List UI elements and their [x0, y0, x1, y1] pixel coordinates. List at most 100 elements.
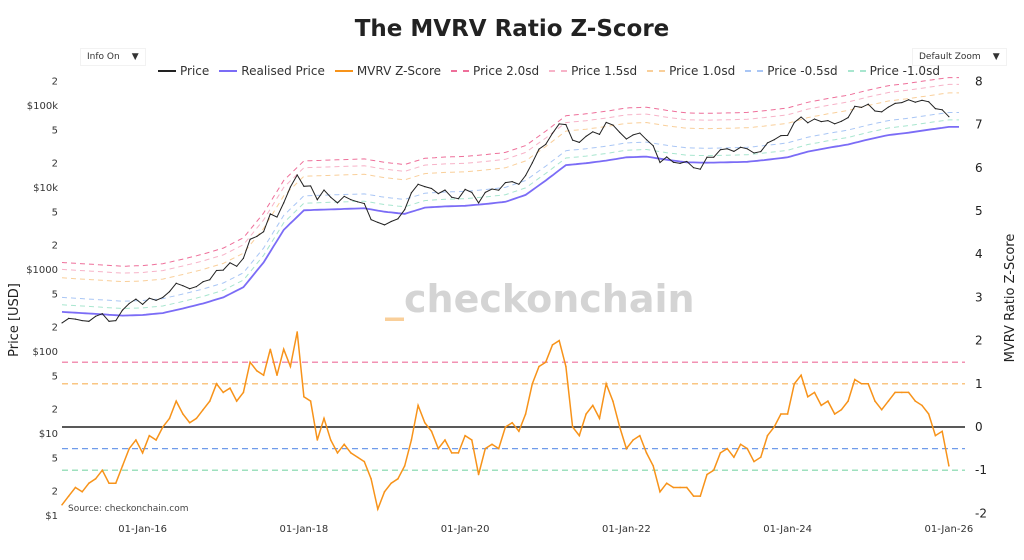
- price-point: [726, 148, 728, 150]
- price-point: [860, 106, 863, 109]
- price-point: [68, 317, 70, 319]
- x-tick: 01-Jan-24: [763, 524, 812, 535]
- price-point: [357, 201, 359, 203]
- zscore-point: [827, 400, 829, 402]
- price-point: [619, 131, 621, 134]
- price-point: [840, 120, 842, 122]
- y-left-tick: 5: [52, 126, 58, 137]
- price-point: [390, 220, 392, 223]
- price-point: [256, 235, 258, 237]
- legend-swatch: [158, 70, 176, 72]
- legend-swatch: [847, 70, 866, 72]
- price-point: [491, 188, 493, 190]
- zscore-point: [585, 413, 587, 415]
- y-left-label: Price [USD]: [7, 283, 22, 357]
- price-point: [639, 132, 641, 134]
- y-right-tick: 8: [975, 74, 983, 88]
- legend-label: Price: [180, 64, 210, 78]
- price-point: [269, 213, 271, 215]
- price-point: [343, 195, 345, 197]
- price-point: [430, 187, 433, 190]
- legend-label: Realised Price: [241, 64, 325, 78]
- price-point: [867, 103, 869, 105]
- price-point: [565, 123, 567, 126]
- zscore-point: [504, 426, 507, 428]
- price-point: [202, 281, 204, 283]
- legend-item-price-0-5sd[interactable]: Price -0.5sd: [745, 64, 838, 78]
- zscore-point: [860, 383, 863, 385]
- y-left-tick: 5: [52, 208, 58, 219]
- legend-item-realised-price[interactable]: Realised Price: [219, 64, 325, 78]
- price-point: [518, 183, 520, 185]
- zscore-point: [544, 361, 547, 364]
- zscore-point: [578, 434, 581, 437]
- y-right-tick: 5: [975, 204, 983, 218]
- source-note: Source: checkonchain.com: [68, 504, 189, 514]
- zscore-point: [672, 486, 675, 489]
- y-left-tick: $10k: [33, 183, 58, 194]
- zscore-point: [692, 495, 695, 497]
- price-point: [612, 124, 614, 126]
- price-point: [719, 149, 722, 151]
- watermark: _checkonchain: [385, 277, 695, 321]
- price-point: [88, 320, 90, 322]
- y-right-tick: 1: [975, 377, 983, 391]
- zscore-point: [894, 391, 896, 394]
- zscore-point: [390, 482, 393, 484]
- price-point: [524, 174, 527, 177]
- price-point: [545, 143, 547, 145]
- price-point: [907, 99, 910, 101]
- zscore-point: [343, 443, 345, 446]
- legend-item-price-1-5sd[interactable]: Price 1.5sd: [549, 64, 637, 78]
- band-price-1-0sd: [61, 119, 959, 310]
- zscore-point: [249, 361, 251, 364]
- price-point: [813, 118, 816, 120]
- zscore-point: [833, 413, 836, 415]
- price-point: [377, 221, 379, 224]
- price-point: [189, 288, 191, 290]
- zscore-point: [491, 443, 493, 446]
- y-left-tick: $10: [39, 429, 58, 440]
- legend-item-price-1-0sd[interactable]: Price -1.0sd: [847, 64, 940, 78]
- price-point: [464, 188, 466, 190]
- y-right-tick: 4: [975, 247, 983, 261]
- zscore-point: [222, 391, 225, 394]
- zscore-point: [182, 413, 184, 415]
- price-point: [477, 202, 480, 204]
- price-point: [424, 186, 426, 188]
- legend-item-price-2-0sd[interactable]: Price 2.0sd: [451, 64, 539, 78]
- zoom-label: Default Zoom: [919, 52, 981, 62]
- price-point: [659, 161, 661, 164]
- zscore-point: [591, 404, 594, 407]
- price-point: [753, 152, 755, 154]
- price-point: [504, 182, 507, 184]
- legend-item-mvrv-z-score[interactable]: MVRV Z-Score: [334, 64, 441, 78]
- legend-item-price-1-0sd[interactable]: Price 1.0sd: [647, 64, 735, 78]
- band-price-0-5sd: [61, 112, 959, 302]
- y-right-tick: -2: [975, 506, 987, 520]
- watermark-text: checkonchain: [404, 277, 695, 321]
- zscore-point: [706, 473, 708, 476]
- legend-swatch: [549, 70, 568, 72]
- price-point: [652, 145, 654, 147]
- price-point: [303, 185, 305, 187]
- zscore-point: [887, 400, 890, 402]
- zscore-point: [538, 365, 540, 368]
- zscore-point: [471, 439, 473, 441]
- zoom-dropdown[interactable]: Default Zoom ▼: [912, 48, 1007, 66]
- info-toggle-dropdown[interactable]: Info On ▼: [80, 48, 146, 66]
- x-tick: 01-Jan-16: [118, 524, 167, 535]
- price-point: [699, 168, 701, 170]
- x-tick: 01-Jan-20: [441, 524, 490, 535]
- zscore-point: [612, 400, 614, 402]
- y-left-tick: $1: [45, 511, 58, 522]
- price-point: [155, 299, 157, 301]
- price-point: [881, 111, 883, 113]
- zscore-point: [880, 408, 883, 411]
- zscore-point: [282, 348, 285, 351]
- price-point: [928, 101, 930, 103]
- zscore-point: [363, 460, 366, 463]
- legend-item-price[interactable]: Price: [158, 64, 209, 78]
- price-point: [941, 109, 943, 111]
